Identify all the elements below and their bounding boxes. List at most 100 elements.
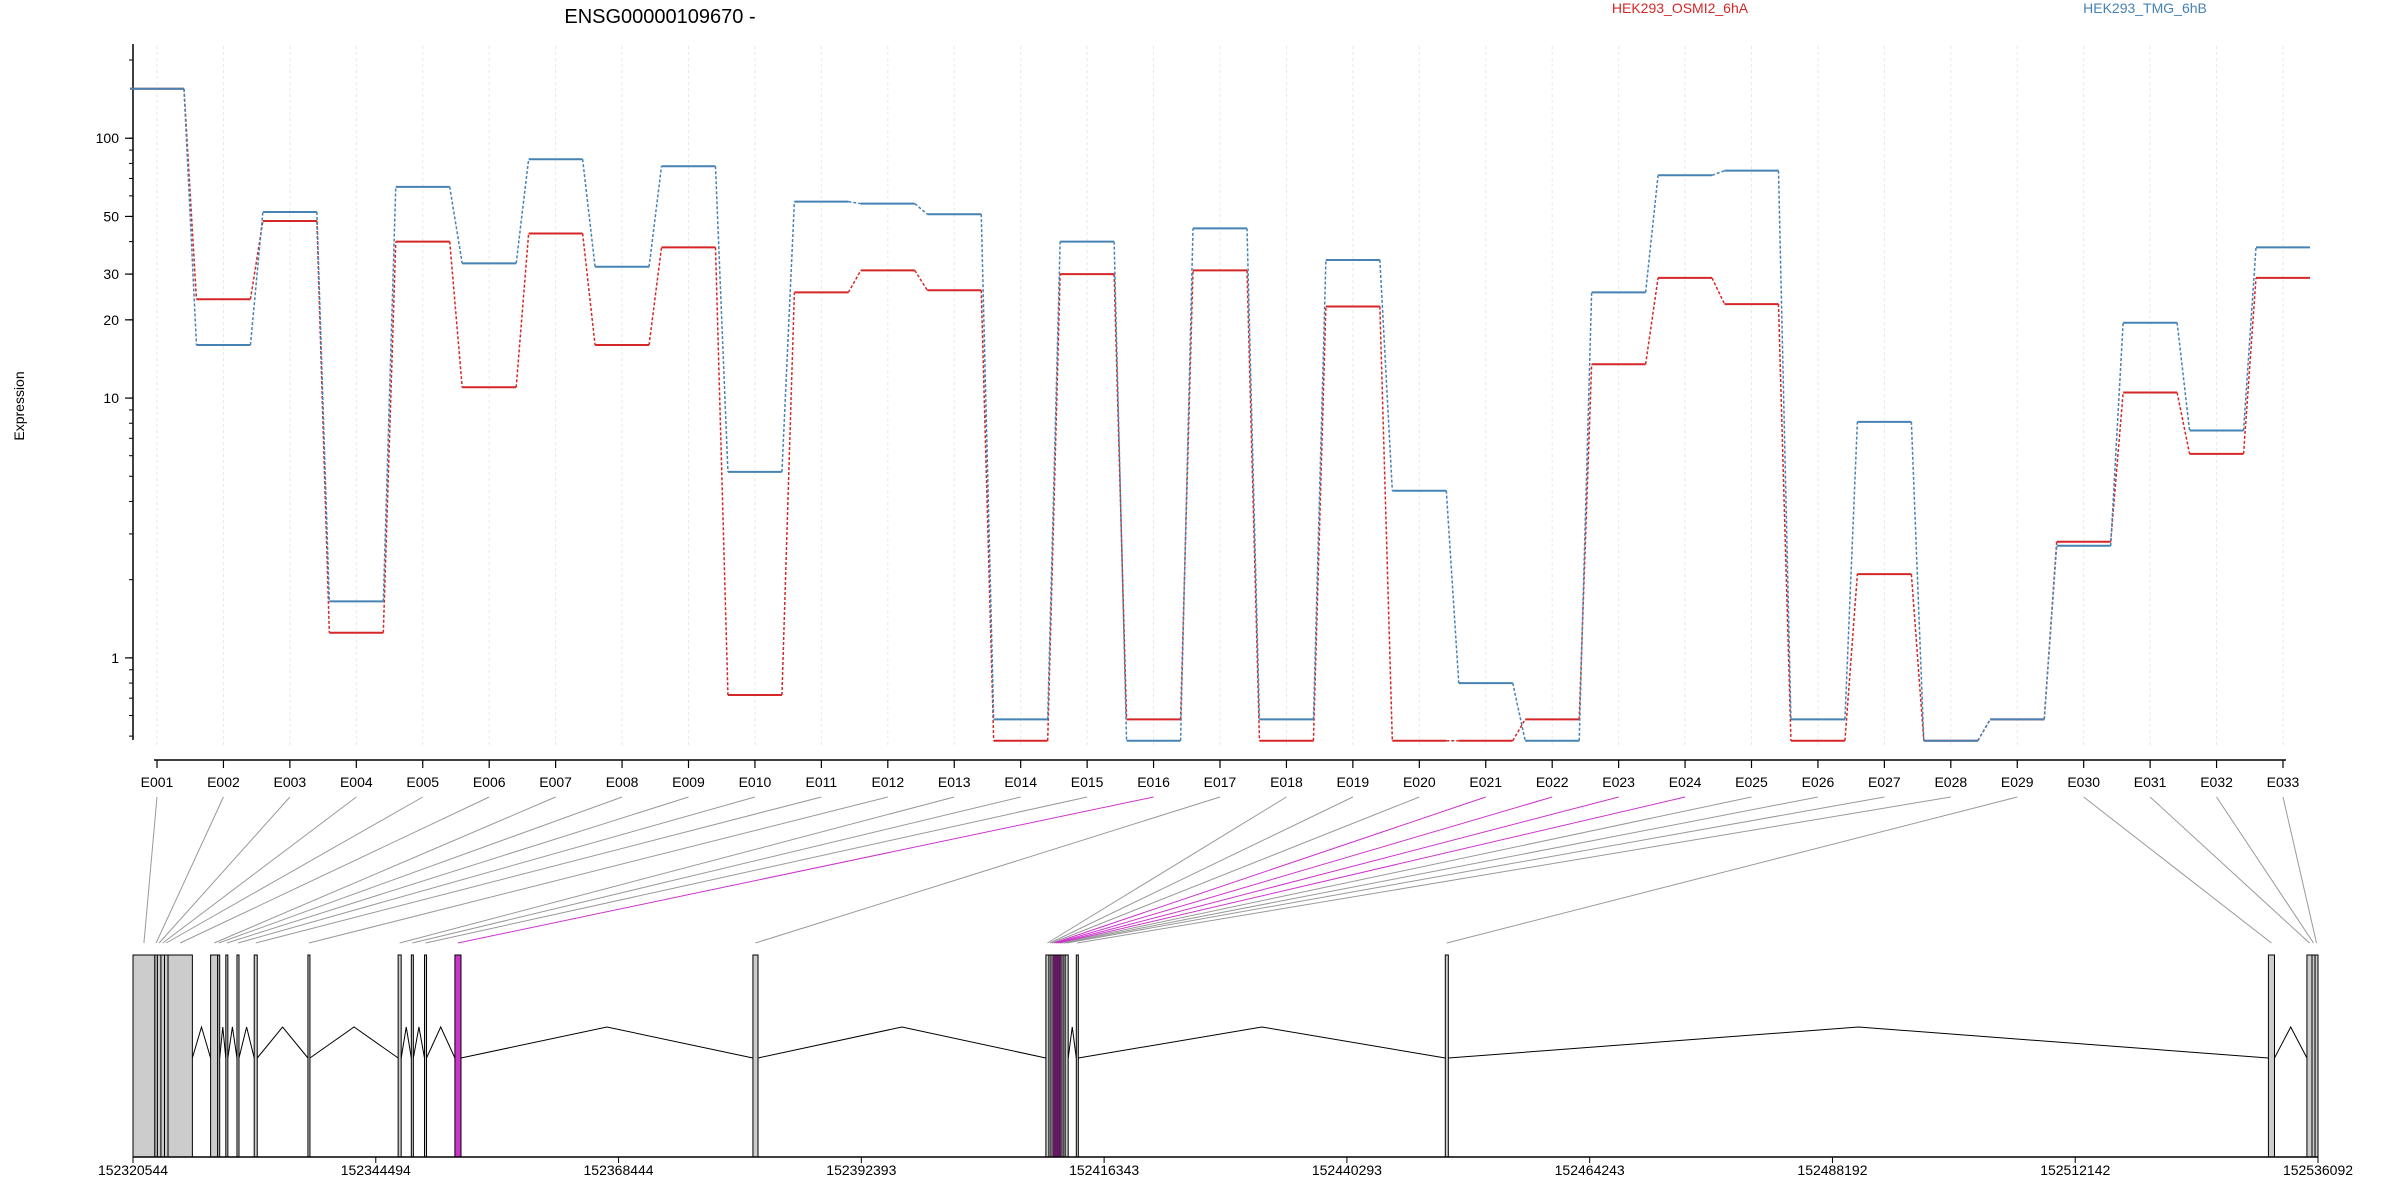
exon-box-e012 [307, 954, 311, 1158]
series-1-connector [2242, 277, 2257, 454]
legend-entry-series-2: HEK293_TMG_6hB [2083, 0, 2207, 16]
x-tick-label-e008: E008 [606, 774, 639, 790]
connector-e006 [179, 796, 490, 944]
genomic-tick-label: 152392393 [826, 1162, 896, 1178]
connector-e032 [2216, 796, 2314, 944]
series-2-connector [648, 166, 663, 267]
exon-box-e029 [1444, 954, 1449, 1158]
series-2-connector [2242, 247, 2257, 431]
series-2-connector [1711, 169, 1725, 176]
connector-e027 [1066, 796, 1885, 944]
genomic-tick-label: 152416343 [1069, 1162, 1139, 1178]
series-2-connector [2043, 545, 2058, 720]
x-tick-label-e022: E022 [1536, 774, 1569, 790]
intron [757, 1026, 1046, 1059]
series-2-connector [449, 186, 463, 264]
x-tick-label-e023: E023 [1602, 774, 1635, 790]
intron [1448, 1026, 2269, 1059]
series-2-connector [714, 166, 729, 472]
connector-e004 [162, 796, 357, 944]
series-2-connector [1113, 241, 1128, 741]
x-tick-label-e033: E033 [2267, 774, 2300, 790]
exon-box-e014 [410, 954, 414, 1158]
connector-e026 [1064, 796, 1819, 944]
series-2-connector [2109, 322, 2124, 546]
series-layer [130, 87, 2310, 742]
x-tick-label-e020: E020 [1403, 774, 1436, 790]
exon-box-e008 [217, 954, 221, 1158]
connector-e033 [2282, 796, 2318, 944]
series-2-connector [1379, 259, 1394, 491]
connector-e011 [255, 796, 822, 944]
x-tick-label-e030: E030 [2067, 774, 2100, 790]
series-1-connector [1910, 574, 1925, 741]
x-tick-label-e031: E031 [2134, 774, 2167, 790]
connector-e013 [399, 796, 955, 944]
connector-e024 [1059, 796, 1686, 944]
x-tick-label-e026: E026 [1802, 774, 1835, 790]
exon-box-e004 [160, 954, 165, 1158]
intron [238, 1026, 255, 1059]
x-tick-label-e018: E018 [1270, 774, 1303, 790]
series-1-connector [914, 269, 928, 291]
connector-e001 [143, 796, 158, 944]
x-tick-label-e004: E004 [340, 774, 373, 790]
connector-e005 [166, 796, 423, 944]
legend-entry-series-1: HEK293_OSMI2_6hA [1612, 0, 1749, 16]
series-2-connector [515, 159, 530, 264]
series-1-connector [1578, 364, 1593, 720]
x-tick-label-e010: E010 [739, 774, 772, 790]
y-axis-label: Expression [11, 371, 27, 440]
exon-box-e031 [2306, 954, 2313, 1158]
series-1-connector [1644, 277, 1659, 365]
genomic-tick-label: 152368444 [584, 1162, 654, 1178]
genomic-tick-label: 152320544 [98, 1162, 168, 1178]
y-tick-label: 50 [103, 208, 119, 224]
series-1-connector [847, 270, 862, 293]
exon-box-e028 [1075, 954, 1079, 1158]
series-2-connector [1512, 682, 1526, 741]
series-1-connector [781, 292, 796, 695]
series-1-connector [581, 233, 596, 346]
series-1-connector [1777, 304, 1792, 741]
series-2-connector [848, 200, 861, 205]
series-2-connector [183, 88, 198, 346]
exon-box-e033 [2314, 954, 2319, 1158]
genomic-tick-label: 152344494 [341, 1162, 411, 1178]
connector-e015 [425, 796, 1088, 944]
exon-box-e017 [752, 954, 759, 1158]
genomic-tick-label: 152536092 [2283, 1162, 2353, 1178]
exon-box-e005 [163, 954, 169, 1158]
x-tick-label-e021: E021 [1469, 774, 1502, 790]
series-2-connector [1844, 421, 1859, 720]
genomic-axis: 152320544 152344494 152368444 152392393 1524… [98, 1156, 2353, 1178]
connector-e020 [1051, 796, 1420, 944]
exon-box-e001 [132, 954, 156, 1158]
intron [309, 1026, 399, 1059]
intron [219, 1026, 227, 1059]
intron [400, 1026, 412, 1059]
series-2-connector [1644, 175, 1659, 293]
x-tick-label-e014: E014 [1004, 774, 1037, 790]
exon-box-e009 [225, 954, 229, 1158]
series-2-connector [1312, 259, 1327, 720]
x-tick-label-e002: E002 [207, 774, 240, 790]
connector-e007 [213, 796, 556, 944]
intron [2274, 1025, 2308, 1059]
connector-e029 [1446, 796, 2018, 944]
exon-box-e007 [210, 954, 219, 1158]
intron [191, 1025, 212, 1059]
connector-e014 [412, 796, 1021, 944]
x-tick-label-e024: E024 [1669, 774, 1702, 790]
intron [1078, 1026, 1446, 1059]
exon-box-e013 [397, 954, 402, 1158]
series-2-connector [2176, 322, 2191, 431]
x-tick-label-e012: E012 [871, 774, 904, 790]
connector-e028 [1077, 796, 1951, 944]
connector-e021 [1053, 796, 1486, 944]
connector-e002 [155, 796, 224, 944]
intron [460, 1026, 754, 1059]
y-tick-label: 10 [103, 390, 119, 406]
connector-e010 [237, 796, 756, 944]
